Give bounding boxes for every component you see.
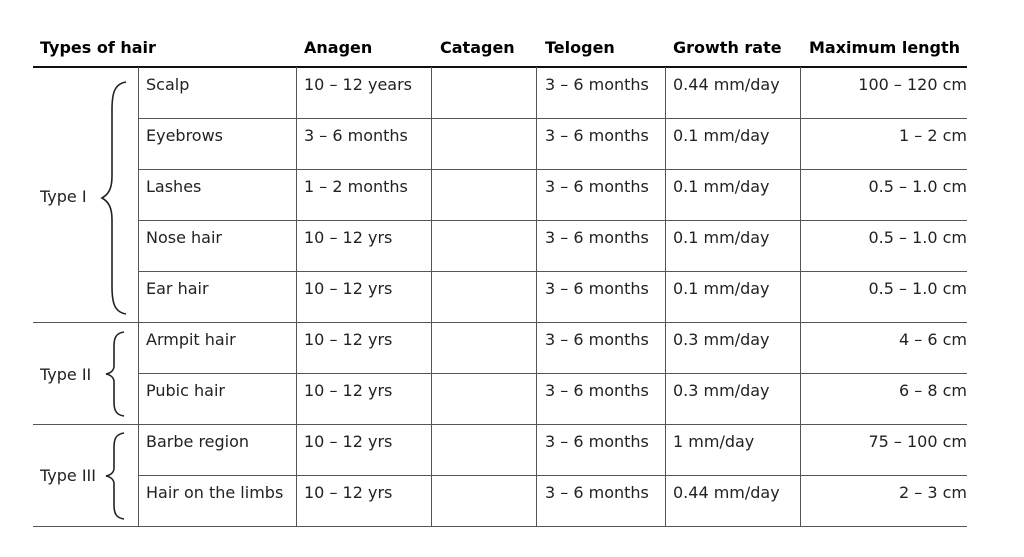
table-cell-anagen: 10 – 12 yrs: [304, 483, 393, 502]
table-cell-type: Armpit hair: [146, 330, 236, 349]
table-cell-telogen: 3 – 6 months: [545, 75, 649, 94]
column-divider: [800, 67, 801, 527]
table-cell-type: Barbe region: [146, 432, 250, 451]
table-cell-growth-rate: 0.44 mm/day: [673, 75, 780, 94]
header-types-of-hair: Types of hair: [40, 38, 156, 57]
curly-brace-icon: [100, 81, 127, 315]
header-catagen: Catagen: [440, 38, 515, 57]
group-divider: [33, 322, 967, 323]
table-cell-telogen: 3 – 6 months: [545, 228, 649, 247]
table-cell-growth-rate: 0.3 mm/day: [673, 381, 770, 400]
table-cell-type: Scalp: [146, 75, 190, 94]
table-cell-telogen: 3 – 6 months: [545, 177, 649, 196]
table-cell-telogen: 3 – 6 months: [545, 279, 649, 298]
row-divider: [138, 169, 967, 170]
row-divider: [138, 118, 967, 119]
table-cell-anagen: 10 – 12 years: [304, 75, 413, 94]
row-divider: [138, 220, 967, 221]
column-divider: [138, 67, 139, 527]
row-divider: [138, 475, 967, 476]
table-cell-maximum-length: 1 – 2 cm: [899, 126, 967, 145]
table-cell-maximum-length: 100 – 120 cm: [858, 75, 967, 94]
table-cell-type: Ear hair: [146, 279, 209, 298]
group-label-type-2: Type II: [40, 365, 92, 384]
table-cell-anagen: 10 – 12 yrs: [304, 432, 393, 451]
table-cell-growth-rate: 0.1 mm/day: [673, 228, 770, 247]
table-cell-telogen: 3 – 6 months: [545, 381, 649, 400]
table-cell-anagen: 10 – 12 yrs: [304, 330, 393, 349]
table-bottom-rule: [33, 526, 967, 527]
table-cell-maximum-length: 0.5 – 1.0 cm: [868, 228, 967, 247]
table-cell-type: Pubic hair: [146, 381, 225, 400]
table-cell-maximum-length: 6 – 8 cm: [899, 381, 967, 400]
table-cell-anagen: 10 – 12 yrs: [304, 381, 393, 400]
table-cell-type: Nose hair: [146, 228, 222, 247]
column-divider: [536, 67, 537, 527]
table-cell-anagen: 1 – 2 months: [304, 177, 408, 196]
header-growth-rate: Growth rate: [673, 38, 782, 57]
header-telogen: Telogen: [545, 38, 615, 57]
column-divider: [431, 67, 432, 527]
table-cell-maximum-length: 4 – 6 cm: [899, 330, 967, 349]
table-cell-type: Hair on the limbs: [146, 483, 284, 502]
table-cell-anagen: 3 – 6 months: [304, 126, 408, 145]
table-cell-anagen: 10 – 12 yrs: [304, 279, 393, 298]
group-divider: [33, 424, 967, 425]
table-cell-telogen: 3 – 6 months: [545, 483, 649, 502]
header-rule: [33, 66, 967, 68]
table-cell-telogen: 3 – 6 months: [545, 432, 649, 451]
column-divider: [665, 67, 666, 527]
curly-brace-icon: [105, 331, 125, 417]
header-maximum-length: Maximum length: [809, 38, 961, 57]
table-cell-anagen: 10 – 12 yrs: [304, 228, 393, 247]
table-cell-growth-rate: 0.3 mm/day: [673, 330, 770, 349]
table-cell-growth-rate: 0.44 mm/day: [673, 483, 780, 502]
table-cell-maximum-length: 2 – 3 cm: [899, 483, 967, 502]
table-cell-type: Lashes: [146, 177, 202, 196]
row-divider: [138, 373, 967, 374]
table-cell-growth-rate: 0.1 mm/day: [673, 279, 770, 298]
table-cell-maximum-length: 0.5 – 1.0 cm: [868, 177, 967, 196]
table-cell-maximum-length: 75 – 100 cm: [868, 432, 967, 451]
header-anagen: Anagen: [304, 38, 373, 57]
table-cell-growth-rate: 0.1 mm/day: [673, 177, 770, 196]
column-divider: [296, 67, 297, 527]
table-cell-type: Eyebrows: [146, 126, 224, 145]
table-cell-growth-rate: 0.1 mm/day: [673, 126, 770, 145]
table-cell-maximum-length: 0.5 – 1.0 cm: [868, 279, 967, 298]
group-label-type-3: Type III: [40, 466, 96, 485]
group-label-type-1: Type I: [40, 187, 87, 206]
table-cell-telogen: 3 – 6 months: [545, 126, 649, 145]
table-cell-growth-rate: 1 mm/day: [673, 432, 755, 451]
row-divider: [138, 271, 967, 272]
curly-brace-icon: [105, 432, 125, 520]
table-cell-telogen: 3 – 6 months: [545, 330, 649, 349]
